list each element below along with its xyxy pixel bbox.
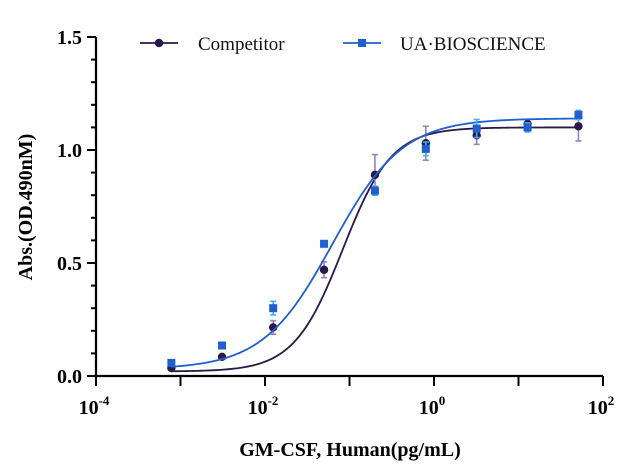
legend-item-0: Competitor	[140, 34, 285, 55]
data-point	[319, 265, 329, 274]
x-tick-label: 102	[588, 393, 615, 419]
data-point	[523, 123, 532, 132]
legend-label: Competitor	[198, 34, 285, 55]
x-tick-exponent: 2	[608, 393, 615, 408]
axes: 0.00.51.01.510-4 10-2 100 102	[57, 27, 614, 419]
data-point	[218, 341, 227, 350]
x-tick-label: 10-2	[248, 393, 279, 419]
data-point	[574, 122, 583, 131]
y-tick-label: 0.0	[57, 366, 82, 388]
data-point	[370, 186, 379, 195]
x-axis-title: GM-CSF, Human(pg/mL)	[239, 439, 461, 461]
data-point	[472, 124, 481, 133]
legend-marker	[358, 39, 366, 47]
legend-item-1: UA·BIOSCIENCE	[343, 34, 546, 55]
y-tick-label: 1.0	[57, 140, 82, 162]
legend-marker	[154, 38, 164, 48]
y-tick-label: 0.5	[57, 253, 82, 275]
series-0	[167, 110, 583, 373]
plot-area	[167, 109, 583, 373]
legend: Competitor UA·BIOSCIENCE	[140, 34, 546, 55]
x-tick-base: 10	[419, 397, 439, 419]
y-axis-title: Abs.(OD.490nM)	[15, 134, 37, 281]
x-tick-base: 10	[79, 397, 99, 419]
x-tick-label: 10-4	[79, 393, 110, 419]
y-tick-label: 1.5	[57, 27, 82, 49]
x-tick-base: 10	[248, 397, 268, 419]
x-tick-base: 10	[588, 397, 608, 419]
series-1	[167, 109, 583, 368]
data-point	[167, 358, 176, 367]
data-point	[421, 144, 430, 153]
legend-label: UA·BIOSCIENCE	[400, 34, 546, 55]
x-tick-exponent: -4	[99, 393, 110, 408]
x-tick-label: 100	[419, 393, 446, 419]
x-tick-exponent: -2	[268, 393, 279, 408]
data-point	[574, 110, 583, 119]
data-point	[269, 304, 278, 313]
fit-curve	[171, 117, 579, 368]
x-tick-exponent: 0	[439, 393, 446, 408]
data-point	[320, 239, 329, 248]
